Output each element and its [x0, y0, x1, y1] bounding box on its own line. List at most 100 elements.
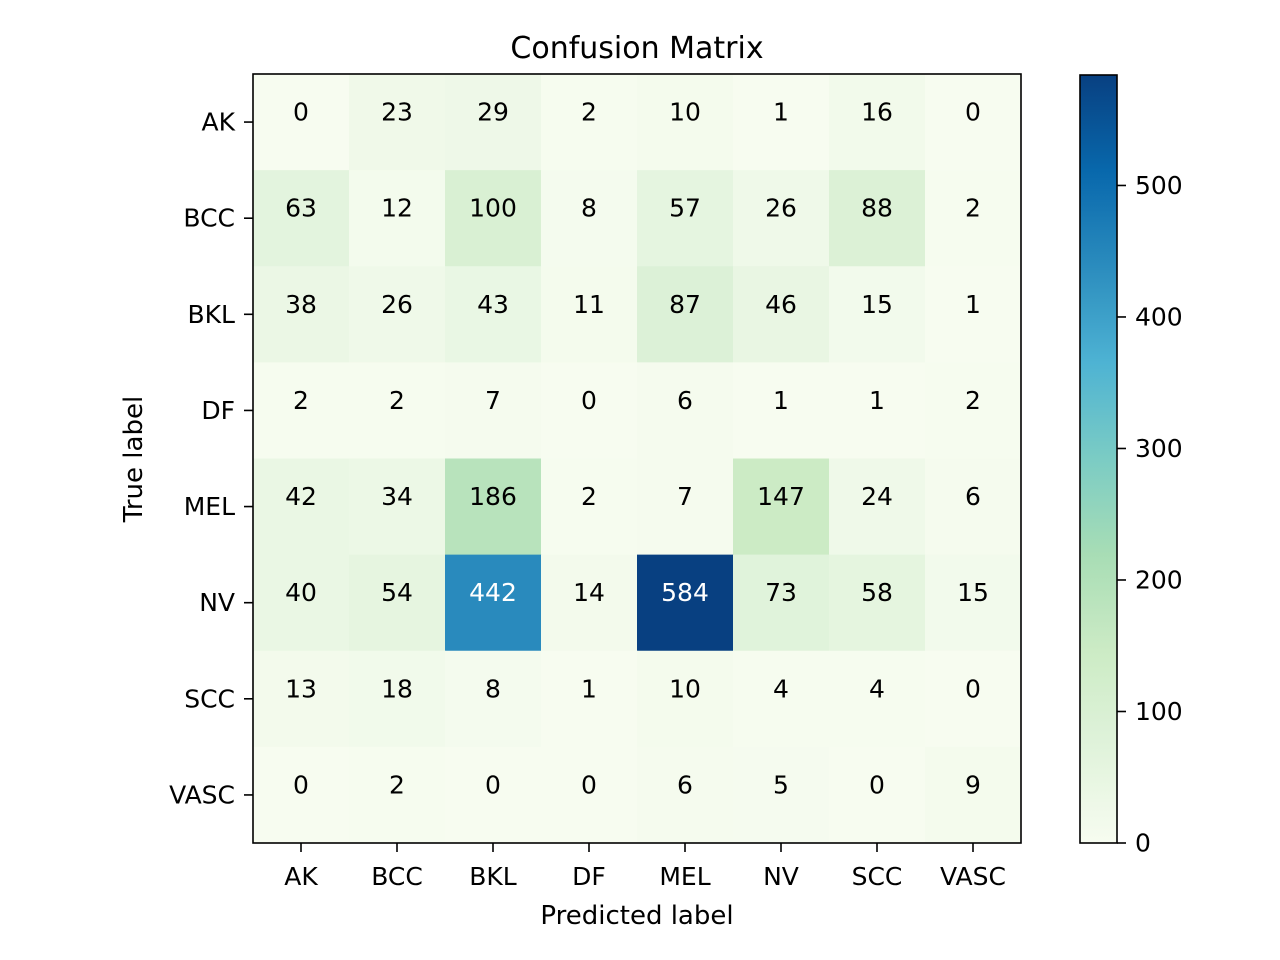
colorbar-tick-label: 300	[1135, 434, 1183, 463]
heatmap-cell-scc-nv	[733, 650, 830, 748]
cell-value-label: 57	[669, 194, 701, 223]
heatmap-cell-mel-mel	[637, 458, 734, 556]
heatmap-cell-vasc-df	[541, 746, 638, 844]
heatmap-cell-bkl-ak	[253, 266, 350, 363]
heatmap-cell-scc-mel	[637, 650, 734, 748]
heatmap-cell-mel-vasc	[925, 458, 1022, 556]
y-tick-label-mel: MEL	[184, 492, 235, 521]
heatmap-cell-nv-nv	[733, 554, 830, 652]
cell-value-label: 0	[293, 98, 309, 127]
cell-value-label: 34	[381, 482, 413, 511]
cell-value-label: 0	[869, 770, 885, 799]
cell-value-label: 7	[485, 386, 501, 415]
x-axis-label: Predicted label	[540, 901, 733, 931]
cell-value-label: 46	[765, 290, 797, 319]
cell-value-label: 1	[965, 290, 981, 319]
x-tick-label-vasc: VASC	[940, 862, 1006, 891]
heatmap-cell-nv-bkl	[445, 554, 542, 652]
cell-value-label: 12	[381, 194, 413, 223]
cell-value-label: 54	[381, 578, 413, 607]
cell-value-label: 24	[861, 482, 893, 511]
heatmap-cell-bkl-df	[541, 266, 638, 363]
heatmap-cell-mel-ak	[253, 458, 350, 556]
y-tick-label-vasc: VASC	[169, 780, 235, 809]
heatmap-cell-nv-vasc	[925, 554, 1022, 652]
heatmap-cell-df-nv	[733, 362, 830, 459]
heatmap-cell-df-bkl	[445, 362, 542, 459]
heatmap-cell-ak-nv	[733, 74, 830, 171]
heatmap-cell-bkl-bkl	[445, 266, 542, 363]
heatmap-cell-bcc-bkl	[445, 170, 542, 267]
y-tick-label-bkl: BKL	[188, 300, 236, 329]
heatmap-cell-bkl-mel	[637, 266, 734, 363]
heatmap-cell-mel-bkl	[445, 458, 542, 556]
heatmap-cell-mel-bcc	[349, 458, 446, 556]
heatmap-cell-nv-mel	[637, 554, 734, 652]
cell-value-label: 1	[773, 386, 789, 415]
heatmap-cell-bcc-nv	[733, 170, 830, 267]
cell-value-label: 584	[661, 578, 709, 607]
cell-value-label: 43	[477, 290, 509, 319]
cell-value-label: 26	[765, 194, 797, 223]
heatmap-cell-bkl-scc	[829, 266, 926, 363]
x-tick-label-mel: MEL	[659, 862, 710, 891]
cell-value-label: 2	[965, 194, 981, 223]
cell-value-label: 88	[861, 194, 893, 223]
cell-value-label: 5	[773, 770, 789, 799]
cell-value-label: 63	[285, 194, 317, 223]
cell-value-label: 0	[581, 386, 597, 415]
cell-value-label: 14	[573, 578, 605, 607]
y-tick-label-ak: AK	[202, 108, 236, 137]
heatmap-cell-nv-scc	[829, 554, 926, 652]
heatmap-cell-bcc-bcc	[349, 170, 446, 267]
cell-value-label: 186	[469, 482, 517, 511]
x-tick-label-df: DF	[572, 862, 606, 891]
heatmap-cell-scc-vasc	[925, 650, 1022, 748]
y-tick-label-scc: SCC	[184, 684, 235, 713]
cell-value-label: 2	[965, 386, 981, 415]
colorbar	[1080, 75, 1117, 843]
cell-value-label: 1	[773, 98, 789, 127]
heatmap-cell-vasc-scc	[829, 746, 926, 844]
heatmap-cell-ak-vasc	[925, 74, 1022, 171]
heatmap-cell-ak-bcc	[349, 74, 446, 171]
heatmap-cell-ak-scc	[829, 74, 926, 171]
cell-value-label: 10	[669, 674, 701, 703]
cell-value-label: 2	[293, 386, 309, 415]
cell-value-label: 7	[677, 482, 693, 511]
x-tick-label-nv: NV	[763, 862, 799, 891]
cell-value-label: 23	[381, 98, 413, 127]
cell-value-label: 2	[581, 98, 597, 127]
heatmap-cell-vasc-bcc	[349, 746, 446, 844]
heatmap-cell-df-vasc	[925, 362, 1022, 459]
cell-value-label: 26	[381, 290, 413, 319]
y-axis: AK BCC BKL DF MEL NV SCC VASC	[169, 108, 253, 809]
heatmap-cell-bcc-mel	[637, 170, 734, 267]
cell-value-label: 29	[477, 98, 509, 127]
heatmap-cell-vasc-ak	[253, 746, 350, 844]
cell-value-label: 6	[677, 770, 693, 799]
heatmap-cell-bkl-bcc	[349, 266, 446, 363]
cell-value-label: 87	[669, 290, 701, 319]
heatmap-cell-df-mel	[637, 362, 734, 459]
heatmap-cell-bcc-df	[541, 170, 638, 267]
heatmap-cell-mel-scc	[829, 458, 926, 556]
x-tick-label-bcc: BCC	[371, 862, 423, 891]
heatmap-cell-bcc-scc	[829, 170, 926, 267]
heatmap-cell-bcc-ak	[253, 170, 350, 267]
cell-value-label: 0	[581, 770, 597, 799]
y-tick-label-df: DF	[201, 396, 235, 425]
heatmap-cell-ak-df	[541, 74, 638, 171]
heatmap-cell-vasc-nv	[733, 746, 830, 844]
heatmap-cell-labels: 0 23 29 2 10 1 16 063 12 100 8 57 26 88 238 26 43 11 87 46 1…	[285, 98, 989, 800]
heatmap-cell-ak-ak	[253, 74, 350, 171]
y-tick-label-nv: NV	[199, 588, 235, 617]
cell-value-label: 18	[381, 674, 413, 703]
y-tick-label-bcc: BCC	[183, 204, 235, 233]
heatmap-cell-df-scc	[829, 362, 926, 459]
cell-value-label: 11	[573, 290, 605, 319]
cell-value-label: 0	[965, 98, 981, 127]
cell-value-label: 8	[485, 674, 501, 703]
heatmap-cell-bcc-vasc	[925, 170, 1022, 267]
cell-value-label: 2	[581, 482, 597, 511]
